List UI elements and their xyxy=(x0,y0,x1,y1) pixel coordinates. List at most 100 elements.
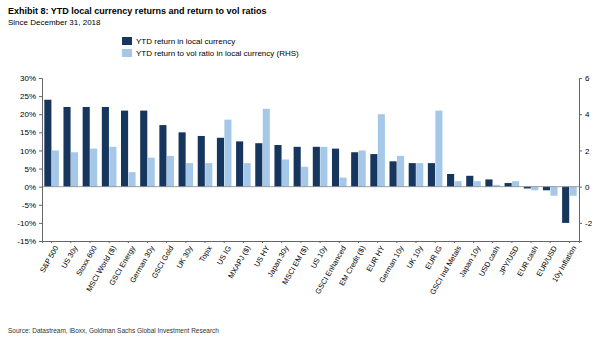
tick-mark xyxy=(39,205,42,206)
axis-line xyxy=(580,79,583,242)
tick-mark xyxy=(473,241,474,243)
legend-swatch xyxy=(122,49,132,57)
tick: 10y Inflation xyxy=(550,241,578,284)
legend-item: YTD return in local currency xyxy=(122,37,235,46)
chart: Exhibit 8: YTD local currency returns an… xyxy=(0,0,605,341)
bar xyxy=(409,163,416,187)
tick: 4 xyxy=(579,110,590,119)
tick-label: GSCI Gold xyxy=(150,244,176,280)
bar xyxy=(236,141,243,186)
tick: 0 xyxy=(579,183,590,192)
bar xyxy=(320,147,327,187)
bar xyxy=(313,147,320,187)
bar xyxy=(274,145,281,187)
zero-line xyxy=(42,186,579,187)
tick-label: 30% xyxy=(20,74,36,83)
tick: Topix xyxy=(197,241,214,264)
tick-mark xyxy=(109,241,110,243)
tick: EUR IG xyxy=(423,241,444,271)
tick-label: US HY xyxy=(252,244,271,268)
bar xyxy=(244,163,251,187)
tick-mark xyxy=(39,187,42,188)
tick-mark xyxy=(531,241,532,243)
bar xyxy=(466,176,473,187)
bar xyxy=(71,152,78,186)
tick: 10% xyxy=(20,147,42,156)
bar xyxy=(301,167,308,187)
tick-mark xyxy=(396,241,397,243)
tick-label: UK 30y xyxy=(175,244,195,270)
tick-label: GSCI Ind Metals xyxy=(428,244,463,296)
tick: -2 xyxy=(579,219,593,228)
tick-label: -10% xyxy=(17,219,36,228)
bar xyxy=(44,100,51,187)
tick-mark xyxy=(377,241,378,243)
tick-mark xyxy=(262,241,263,243)
tick-mark xyxy=(579,114,582,115)
tick-mark xyxy=(39,223,42,224)
tick-mark xyxy=(39,78,42,79)
tick-mark xyxy=(39,114,42,115)
tick-label: US IG xyxy=(215,244,233,266)
source: Source: Datastream, iBoxx, Goldman Sachs… xyxy=(8,327,219,334)
tick-label: 5% xyxy=(24,165,36,174)
bar xyxy=(159,125,166,187)
tick-label: Topix xyxy=(197,244,214,264)
tick-mark xyxy=(185,241,186,243)
tick-mark xyxy=(415,241,416,243)
bar xyxy=(531,187,538,191)
bar xyxy=(140,111,147,187)
title: Exhibit 8: YTD local currency returns an… xyxy=(8,6,266,16)
tick-label: -2 xyxy=(585,219,593,228)
tick-mark xyxy=(166,241,167,243)
tick: MSCI EM ($) xyxy=(280,241,310,286)
legend-item: YTD return to vol ratio in local currenc… xyxy=(122,49,299,58)
bar xyxy=(224,120,231,187)
tick: US IG xyxy=(215,241,233,266)
tick: MXAPJ ($) xyxy=(226,241,252,280)
tick-label: 2 xyxy=(585,147,590,156)
bar xyxy=(339,178,346,187)
tick: -5% xyxy=(22,201,42,210)
tick-mark xyxy=(579,150,582,151)
tick-label: 6 xyxy=(585,74,590,83)
tick-mark xyxy=(224,241,225,243)
bar xyxy=(390,161,397,186)
tick: 5% xyxy=(24,165,42,174)
tick: GSCI Enhanced xyxy=(313,241,348,296)
tick: 0% xyxy=(24,183,42,192)
tick: S&P 500 xyxy=(38,241,61,274)
bar xyxy=(102,107,109,187)
tick-mark xyxy=(550,241,551,243)
tick: EM Credit ($) xyxy=(337,241,367,287)
bar xyxy=(128,172,135,186)
bar xyxy=(198,136,205,187)
tick-mark xyxy=(492,241,493,243)
tick-label: MSCI EM ($) xyxy=(280,244,310,286)
tick-label: 25% xyxy=(20,92,36,101)
legend: YTD return in local currency YTD return t… xyxy=(122,37,299,58)
bar xyxy=(332,149,339,187)
bar xyxy=(63,107,70,187)
tick-mark xyxy=(243,241,244,243)
bar xyxy=(570,187,577,196)
tick-mark xyxy=(39,241,42,242)
tick-mark xyxy=(320,241,321,243)
tick-mark xyxy=(339,241,340,243)
tick: UK 30y xyxy=(175,241,195,270)
bars xyxy=(44,100,576,223)
axis-line xyxy=(43,242,580,244)
bar xyxy=(282,160,289,187)
legend-swatch xyxy=(122,37,132,45)
y2-axis: -2 0 2 4 6 xyxy=(579,74,593,241)
tick-mark xyxy=(579,187,582,188)
tick-mark xyxy=(128,241,129,243)
bar xyxy=(148,158,155,187)
tick-mark xyxy=(300,241,301,243)
x-axis: S&P 500US 30yStoxx 600MSCI World ($)GSCI… xyxy=(38,241,580,296)
tick-label: 0 xyxy=(585,183,590,192)
tick: UK 10y xyxy=(405,241,425,270)
axis-line xyxy=(39,79,43,242)
tick-mark xyxy=(205,241,206,243)
tick-mark xyxy=(39,96,42,97)
